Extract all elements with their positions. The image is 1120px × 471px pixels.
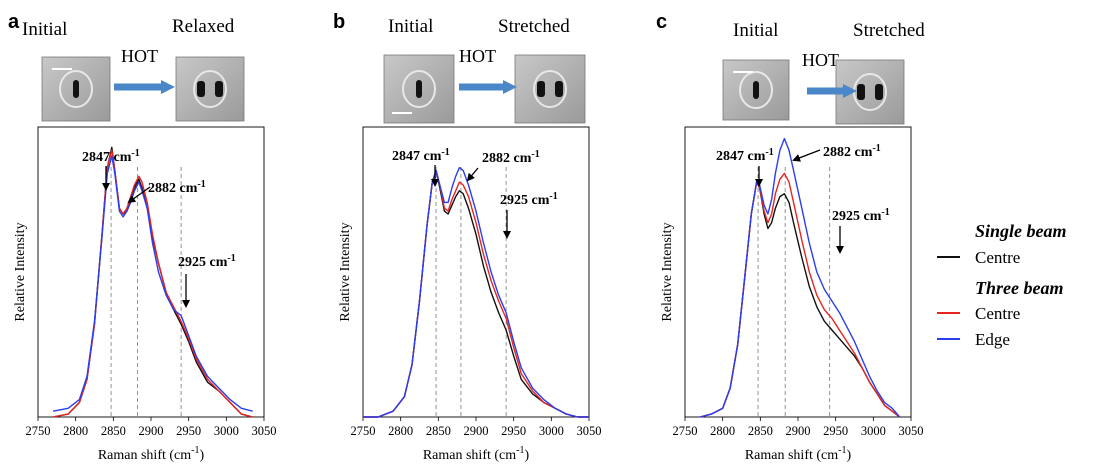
peak-label: 2847 cm-1: [716, 147, 774, 164]
initial-label: Initial: [733, 20, 778, 41]
final-label: Relaxed: [172, 16, 235, 37]
x-tick-label: 2950: [501, 424, 526, 438]
legend-item-label: Centre: [975, 248, 1020, 267]
peak-label: 2925 cm-1: [832, 207, 890, 224]
initial-micrograph: [722, 59, 790, 121]
peak-arrow-icon: [466, 167, 479, 182]
hot-label: HOT: [121, 46, 158, 66]
series-line: [52, 155, 253, 412]
x-tick-label: 3000: [861, 424, 886, 438]
x-tick-label: 3050: [899, 424, 924, 438]
legend-group-title: Single beam: [975, 221, 1067, 241]
panel-c: c Initial Stretched HOT 2750 2800 2850 2900 2950…: [656, 11, 925, 463]
x-tick-label: 2800: [710, 424, 735, 438]
panel-a: a Initial Relaxed HOT 2750 2800 2850 2900 2950 30…: [8, 11, 277, 463]
x-tick-label: 2800: [388, 424, 413, 438]
x-axis-label: Raman shift (cm-1): [98, 445, 205, 463]
x-axis-label: Raman shift (cm-1): [745, 445, 852, 463]
peak-arrow-icon: [792, 149, 821, 162]
final-micrograph: [175, 56, 245, 122]
x-axis-label: Raman shift (cm-1): [423, 445, 530, 463]
y-axis-label: Relative Intensity: [338, 222, 353, 321]
hot-label: HOT: [459, 46, 496, 66]
x-tick-label: 2950: [823, 424, 848, 438]
initial-micrograph: [41, 56, 111, 122]
final-label: Stretched: [853, 20, 925, 41]
initial-micrograph: [383, 54, 455, 124]
x-tick-label: 2750: [351, 424, 376, 438]
series-line: [699, 137, 901, 418]
peak-label: 2882 cm-1: [482, 149, 540, 166]
panel-letter: b: [333, 11, 345, 33]
y-axis-label: Relative Intensity: [13, 222, 28, 321]
x-tick-label: 2750: [26, 424, 51, 438]
x-tick-label: 2850: [748, 424, 773, 438]
hot-label: HOT: [802, 50, 839, 70]
series-line: [363, 169, 589, 418]
x-tick-label: 3050: [252, 424, 277, 438]
plot-frame: [684, 126, 912, 418]
x-tick-label: 3050: [577, 424, 602, 438]
x-tick-label: 2850: [426, 424, 451, 438]
legend-item-label: Edge: [975, 330, 1010, 349]
x-tick-label: 2900: [139, 424, 164, 438]
initial-label: Initial: [388, 16, 433, 37]
x-tick-label: 2750: [673, 424, 698, 438]
series-line: [363, 166, 589, 418]
x-tick-label: 2900: [786, 424, 811, 438]
x-tick-label: 2800: [63, 424, 88, 438]
peak-label: 2882 cm-1: [823, 143, 881, 160]
legend-group-title: Three beam: [975, 278, 1063, 298]
panel-letter: c: [656, 11, 667, 33]
plot-frame: [37, 126, 265, 418]
peak-label: 2847 cm-1: [82, 148, 140, 165]
peak-label: 2925 cm-1: [500, 191, 558, 208]
peak-arrow-icon: [127, 186, 151, 204]
final-micrograph: [514, 54, 586, 124]
x-tick-label: 2900: [464, 424, 489, 438]
peak-label: 2925 cm-1: [178, 253, 236, 270]
y-axis-label: Relative Intensity: [660, 222, 675, 321]
series-line: [363, 169, 589, 418]
panel-letter: a: [8, 11, 20, 33]
x-tick-label: 2850: [101, 424, 126, 438]
legend-item-label: Centre: [975, 304, 1020, 323]
final-label: Stretched: [498, 16, 570, 37]
initial-label: Initial: [22, 19, 67, 40]
peak-label: 2847 cm-1: [392, 147, 450, 164]
x-tick-label: 3000: [539, 424, 564, 438]
peak-label: 2882 cm-1: [148, 179, 206, 196]
legend: Single beam Centre Three beam Centre Edge: [937, 221, 1067, 349]
x-tick-label: 2950: [176, 424, 201, 438]
x-tick-label: 3000: [214, 424, 239, 438]
